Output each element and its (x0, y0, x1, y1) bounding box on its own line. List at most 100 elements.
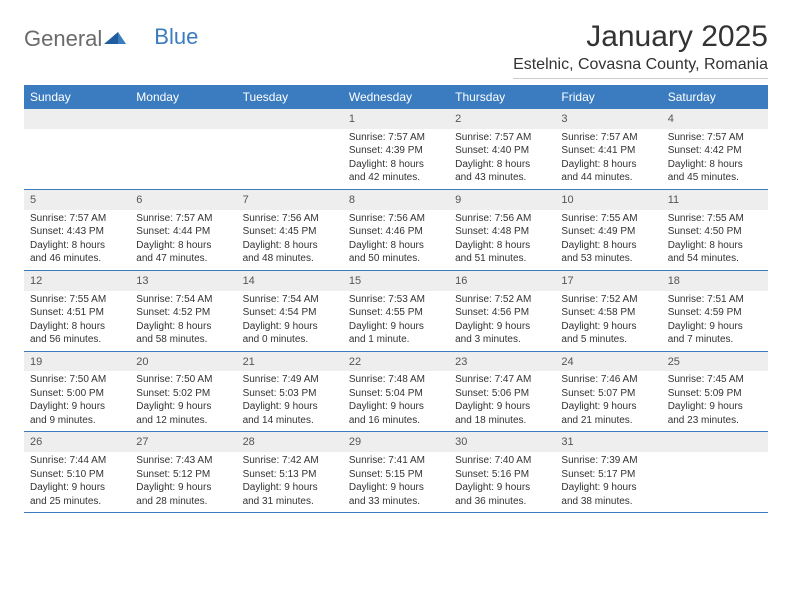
daylight-line2: and 31 minutes. (243, 495, 337, 509)
day-body: Sunrise: 7:47 AMSunset: 5:06 PMDaylight:… (449, 371, 555, 431)
sunrise-text: Sunrise: 7:51 AM (668, 293, 762, 307)
brand-part1: General (24, 26, 102, 52)
day-number: 29 (343, 432, 449, 452)
day-cell: 28Sunrise: 7:42 AMSunset: 5:13 PMDayligh… (237, 432, 343, 512)
weeks-container: 1 Sunrise: 7:57 AM Sunset: 4:39 PM Daylight… (24, 109, 768, 513)
sunrise-text: Sunrise: 7:57 AM (561, 131, 655, 145)
day-number (237, 109, 343, 129)
sunset-text: Sunset: 4:56 PM (455, 306, 549, 320)
weekday-cell: Tuesday (237, 85, 343, 109)
day-number: 15 (343, 271, 449, 291)
day-cell: 12Sunrise: 7:55 AMSunset: 4:51 PMDayligh… (24, 271, 130, 351)
day-number: 9 (449, 190, 555, 210)
sunset-text: Sunset: 5:10 PM (30, 468, 124, 482)
sunrise-text: Sunrise: 7:50 AM (136, 373, 230, 387)
sunset-text: Sunset: 4:51 PM (30, 306, 124, 320)
day-cell: 9Sunrise: 7:56 AMSunset: 4:48 PMDaylight… (449, 190, 555, 270)
sunset-text: Sunset: 5:13 PM (243, 468, 337, 482)
daylight-line2: and 38 minutes. (561, 495, 655, 509)
day-number: 23 (449, 352, 555, 372)
sunrise-text: Sunrise: 7:46 AM (561, 373, 655, 387)
daylight-line1: Daylight: 9 hours (455, 400, 549, 414)
day-body: Sunrise: 7:39 AMSunset: 5:17 PMDaylight:… (555, 452, 661, 512)
day-body: Sunrise: 7:55 AMSunset: 4:49 PMDaylight:… (555, 210, 661, 270)
day-cell: 16Sunrise: 7:52 AMSunset: 4:56 PMDayligh… (449, 271, 555, 351)
day-cell: 8Sunrise: 7:56 AMSunset: 4:46 PMDaylight… (343, 190, 449, 270)
day-body: Sunrise: 7:50 AMSunset: 5:02 PMDaylight:… (130, 371, 236, 431)
day-cell: 29Sunrise: 7:41 AMSunset: 5:15 PMDayligh… (343, 432, 449, 512)
daylight-line2: and 23 minutes. (668, 414, 762, 428)
sunrise-text: Sunrise: 7:45 AM (668, 373, 762, 387)
daylight-line1: Daylight: 9 hours (561, 400, 655, 414)
sunset-text: Sunset: 4:41 PM (561, 144, 655, 158)
daylight-line2: and 9 minutes. (30, 414, 124, 428)
calendar: SundayMondayTuesdayWednesdayThursdayFrid… (24, 85, 768, 513)
sunrise-text: Sunrise: 7:54 AM (243, 293, 337, 307)
sunrise-text: Sunrise: 7:53 AM (349, 293, 443, 307)
day-body: Sunrise: 7:46 AMSunset: 5:07 PMDaylight:… (555, 371, 661, 431)
day-cell: 10Sunrise: 7:55 AMSunset: 4:49 PMDayligh… (555, 190, 661, 270)
daylight-line2: and 1 minute. (349, 333, 443, 347)
daylight-line1: Daylight: 8 hours (30, 320, 124, 334)
daylight-line1: Daylight: 9 hours (668, 400, 762, 414)
day-body: Sunrise: 7:56 AMSunset: 4:48 PMDaylight:… (449, 210, 555, 270)
day-number: 5 (24, 190, 130, 210)
day-number: 26 (24, 432, 130, 452)
day-number: 3 (555, 109, 661, 129)
day-number: 1 (343, 109, 449, 129)
sunset-text: Sunset: 4:39 PM (349, 144, 443, 158)
daylight-line1: Daylight: 9 hours (243, 481, 337, 495)
day-body: Sunrise: 7:50 AMSunset: 5:00 PMDaylight:… (24, 371, 130, 431)
daylight-line2: and 5 minutes. (561, 333, 655, 347)
daylight-line1: Daylight: 8 hours (455, 239, 549, 253)
day-cell: 25Sunrise: 7:45 AMSunset: 5:09 PMDayligh… (662, 352, 768, 432)
sunrise-text: Sunrise: 7:55 AM (30, 293, 124, 307)
day-cell: 15Sunrise: 7:53 AMSunset: 4:55 PMDayligh… (343, 271, 449, 351)
day-number (662, 432, 768, 452)
day-number: 20 (130, 352, 236, 372)
sunset-text: Sunset: 5:09 PM (668, 387, 762, 401)
weekday-cell: Wednesday (343, 85, 449, 109)
sunset-text: Sunset: 5:12 PM (136, 468, 230, 482)
day-cell: 17Sunrise: 7:52 AMSunset: 4:58 PMDayligh… (555, 271, 661, 351)
day-cell: 6Sunrise: 7:57 AMSunset: 4:44 PMDaylight… (130, 190, 236, 270)
day-number: 13 (130, 271, 236, 291)
daylight-line2: and 28 minutes. (136, 495, 230, 509)
sunrise-text: Sunrise: 7:39 AM (561, 454, 655, 468)
sunset-text: Sunset: 4:58 PM (561, 306, 655, 320)
daylight-line1: Daylight: 8 hours (136, 320, 230, 334)
weekday-header-row: SundayMondayTuesdayWednesdayThursdayFrid… (24, 85, 768, 109)
sunset-text: Sunset: 5:00 PM (30, 387, 124, 401)
day-number: 21 (237, 352, 343, 372)
sunrise-text: Sunrise: 7:42 AM (243, 454, 337, 468)
day-body: Sunrise: 7:57 AMSunset: 4:44 PMDaylight:… (130, 210, 236, 270)
sunrise-text: Sunrise: 7:57 AM (455, 131, 549, 145)
daylight-line2: and 18 minutes. (455, 414, 549, 428)
day-number: 30 (449, 432, 555, 452)
sunset-text: Sunset: 4:45 PM (243, 225, 337, 239)
day-number: 7 (237, 190, 343, 210)
weekday-cell: Friday (555, 85, 661, 109)
day-cell: 13Sunrise: 7:54 AMSunset: 4:52 PMDayligh… (130, 271, 236, 351)
day-cell (24, 109, 130, 189)
day-cell (130, 109, 236, 189)
weekday-cell: Monday (130, 85, 236, 109)
daylight-line1: Daylight: 9 hours (243, 320, 337, 334)
day-cell: 21Sunrise: 7:49 AMSunset: 5:03 PMDayligh… (237, 352, 343, 432)
day-body: Sunrise: 7:56 AMSunset: 4:45 PMDaylight:… (237, 210, 343, 270)
daylight-line1: Daylight: 8 hours (561, 239, 655, 253)
daylight-line1: Daylight: 9 hours (561, 320, 655, 334)
day-number: 24 (555, 352, 661, 372)
sunset-text: Sunset: 4:42 PM (668, 144, 762, 158)
day-body: Sunrise: 7:57 AMSunset: 4:40 PMDaylight:… (449, 129, 555, 189)
day-body: Sunrise: 7:52 AMSunset: 4:56 PMDaylight:… (449, 291, 555, 351)
sunrise-text: Sunrise: 7:50 AM (30, 373, 124, 387)
daylight-line1: Daylight: 8 hours (668, 239, 762, 253)
sunset-text: Sunset: 5:15 PM (349, 468, 443, 482)
sunrise-text: Sunrise: 7:49 AM (243, 373, 337, 387)
week-row: 5Sunrise: 7:57 AMSunset: 4:43 PMDaylight… (24, 190, 768, 271)
sunrise-text: Sunrise: 7:41 AM (349, 454, 443, 468)
sunset-text: Sunset: 5:16 PM (455, 468, 549, 482)
day-cell: 27Sunrise: 7:43 AMSunset: 5:12 PMDayligh… (130, 432, 236, 512)
day-number: 19 (24, 352, 130, 372)
